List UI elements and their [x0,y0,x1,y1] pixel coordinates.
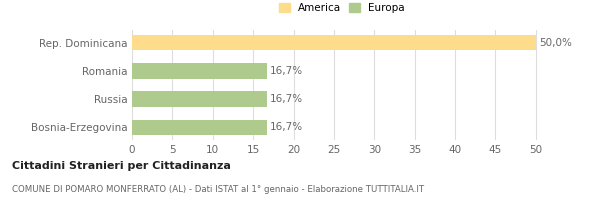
Text: 16,7%: 16,7% [270,66,303,76]
Bar [132,120,267,135]
Bar [132,35,536,50]
Text: 50,0%: 50,0% [539,38,572,48]
Text: 16,7%: 16,7% [270,122,303,132]
Bar [132,91,267,107]
Text: COMUNE DI POMARO MONFERRATO (AL) - Dati ISTAT al 1° gennaio - Elaborazione TUTTI: COMUNE DI POMARO MONFERRATO (AL) - Dati … [12,185,424,194]
Text: Cittadini Stranieri per Cittadinanza: Cittadini Stranieri per Cittadinanza [12,161,231,171]
Legend: America, Europa: America, Europa [276,0,408,16]
Bar [132,63,267,79]
Text: 16,7%: 16,7% [270,94,303,104]
